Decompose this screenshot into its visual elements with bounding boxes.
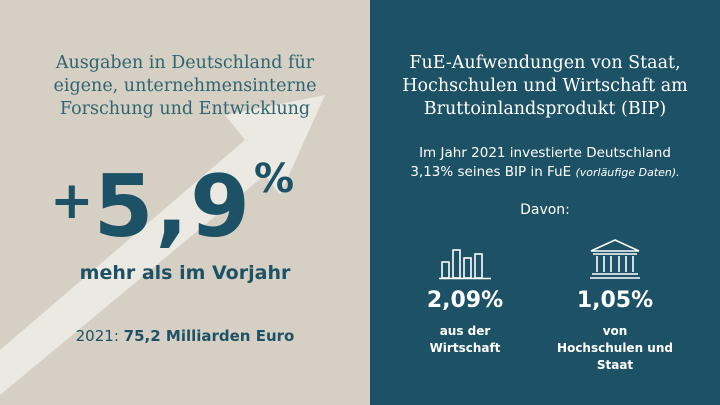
stat-value: 1,05%	[576, 288, 654, 313]
left-title-line: Ausgaben in Deutschland für	[55, 53, 315, 73]
growth-value: 5,9	[93, 157, 252, 257]
stat-label: aus der Wirtschaft	[390, 323, 540, 357]
year-total: 2021: 75,2 Milliarden Euro	[20, 327, 350, 345]
bip-description-line: 3,13% seines BIP in FuE (vorläufige Date…	[380, 163, 710, 182]
growth-subtitle: mehr als im Vorjahr	[79, 262, 291, 284]
plus-sign: +	[50, 171, 94, 231]
stat-label-line: aus der	[439, 324, 491, 338]
left-title-line: eigene, unternehmensinterne	[53, 76, 317, 96]
bip-description-line: Im Jahr 2021 investierte Deutschland	[419, 145, 671, 161]
right-title-line: Bruttoinlandsprodukt (BIP)	[423, 99, 667, 119]
year-label: 2021:	[75, 327, 119, 345]
stat-label-line: Hochschulen und Staat	[557, 341, 673, 372]
year-value: 75,2 Milliarden Euro	[123, 327, 295, 345]
growth-percentage: +5,9%	[50, 156, 294, 257]
right-title: FuE-Aufwendungen von Staat, Hochschulen …	[380, 52, 710, 121]
right-panel	[370, 0, 720, 405]
stat-value: 2,09%	[426, 288, 504, 313]
left-title-line: Forschung und Entwicklung	[59, 99, 311, 119]
bip-share-text: 3,13% seines BIP in FuE	[410, 164, 572, 180]
bar-chart-icon	[439, 249, 491, 280]
stat-label-line: Wirtschaft	[429, 341, 501, 355]
institution-building-icon	[590, 239, 640, 279]
growth-arrow-icon	[0, 95, 325, 395]
stat-wirtschaft: 2,09% aus der Wirtschaft	[390, 238, 540, 357]
right-title-line: FuE-Aufwendungen von Staat,	[409, 53, 681, 73]
right-title-line: Hochschulen und Wirtschaft am	[402, 76, 688, 96]
left-panel: Ausgaben in Deutschland für eigene, unte…	[0, 52, 350, 395]
davon-label: Davon:	[520, 202, 570, 218]
stat-hochschulen-staat: 1,05% von Hochschulen und Staat	[540, 238, 690, 374]
stat-label: von Hochschulen und Staat	[540, 323, 690, 374]
stat-label-line: von	[602, 324, 628, 338]
left-title: Ausgaben in Deutschland für eigene, unte…	[20, 52, 350, 121]
preliminary-note: (vorläufige Daten).	[575, 166, 680, 179]
bip-description: Im Jahr 2021 investierte Deutschland 3,1…	[380, 144, 710, 182]
percent-sign: %	[253, 156, 295, 202]
